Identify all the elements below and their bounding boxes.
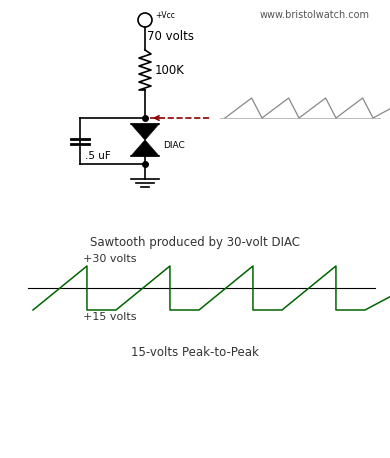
Text: 70 volts: 70 volts — [147, 30, 194, 43]
Text: +15 volts: +15 volts — [83, 312, 136, 322]
Polygon shape — [131, 124, 159, 140]
Text: +Vcc: +Vcc — [155, 11, 175, 21]
Text: www.bristolwatch.com: www.bristolwatch.com — [260, 10, 370, 20]
Text: .5 uF: .5 uF — [85, 151, 111, 161]
Text: 100K: 100K — [155, 64, 185, 76]
Text: 15-volts Peak-to-Peak: 15-volts Peak-to-Peak — [131, 346, 259, 359]
Text: Sawtooth produced by 30-volt DIAC: Sawtooth produced by 30-volt DIAC — [90, 236, 300, 249]
Text: +30 volts: +30 volts — [83, 254, 136, 264]
Text: DIAC: DIAC — [163, 142, 185, 151]
Polygon shape — [131, 140, 159, 156]
